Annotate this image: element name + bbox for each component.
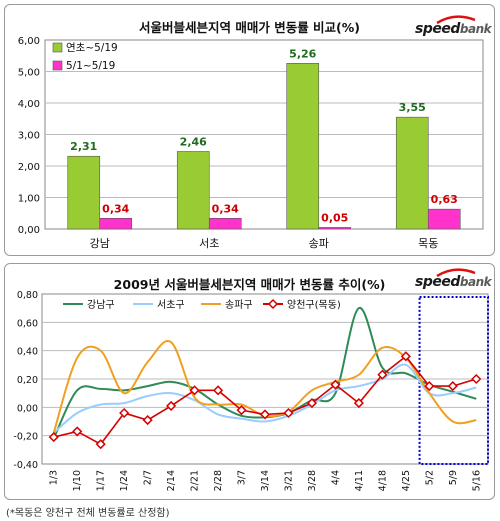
x-tick-label: 4/25 <box>401 470 412 491</box>
data-label: 2,31 <box>70 140 97 153</box>
data-point-marker <box>189 385 200 396</box>
legend-label: 5/1~5/19 <box>66 60 115 72</box>
y-tick-label: 4,00 <box>18 99 40 110</box>
data-point-marker <box>259 409 271 420</box>
speedbank-logo-2: speedbank <box>415 268 492 290</box>
line-chart-panel: 2009년 서울버블세븐지역 매매가 변동률 추이(%) speedbank -… <box>4 263 495 500</box>
y-tick-label: 2,00 <box>18 162 40 173</box>
data-point-marker <box>283 407 294 419</box>
data-label: 0,05 <box>321 211 348 224</box>
y-tick-label: 3,00 <box>18 131 40 142</box>
data-point-marker <box>447 381 458 392</box>
bar-ytd <box>67 155 101 230</box>
logo-text-bank: bank <box>459 22 492 36</box>
x-tick-label: 2/7 <box>143 470 154 485</box>
x-tick-label: 3/7 <box>237 470 248 485</box>
y-tick-label: 0,60 <box>17 318 38 329</box>
bar-chart-title: 서울버블세븐지역 매매가 변동률 비교(%) <box>138 20 360 35</box>
data-point-marker <box>166 400 177 411</box>
data-label: 3,55 <box>399 101 426 114</box>
x-tick-label: 3/21 <box>283 470 294 491</box>
logo-swoosh-icon <box>436 15 476 24</box>
data-label: 5,26 <box>289 47 316 60</box>
x-tick-label: 4/11 <box>354 470 365 491</box>
x-tick-label: 3/28 <box>307 470 318 491</box>
x-tick-label: 송파 <box>309 237 329 250</box>
legend-swatch <box>52 42 63 53</box>
data-point-marker <box>353 398 364 409</box>
data-point-marker <box>236 405 247 416</box>
footnote: (*목동은 양천구 전체 변동률로 산정함) <box>6 508 170 519</box>
logo-text-bank: bank <box>459 275 492 289</box>
bar-may <box>99 217 133 230</box>
x-tick-label: 3/14 <box>260 470 271 491</box>
y-tick-label: 0,00 <box>18 225 40 236</box>
y-tick-label: 5,00 <box>18 68 40 79</box>
data-label: 0,34 <box>212 202 239 215</box>
data-point-marker <box>95 439 106 450</box>
x-tick-label: 5/2 <box>424 470 435 485</box>
x-tick-label: 2/21 <box>190 470 201 491</box>
x-tick-label: 1/10 <box>72 470 83 491</box>
data-point-marker <box>400 351 411 362</box>
legend-label: 강남구 <box>87 299 115 311</box>
x-tick-label: 강남 <box>90 237 110 250</box>
logo-swoosh-icon <box>436 268 476 277</box>
bar-chart-panel: 서울버블세븐지역 매매가 변동률 비교(%) speedbank 0,00 1,0… <box>4 4 495 256</box>
data-point-marker <box>212 385 224 396</box>
y-tick-label: 1,00 <box>18 194 40 205</box>
highlight-box <box>418 296 489 465</box>
x-tick-label: 1/3 <box>49 470 60 485</box>
legend-label: 연초~5/19 <box>66 42 118 54</box>
data-point-marker <box>119 407 130 419</box>
x-tick-label: 서초 <box>199 237 219 250</box>
line-chart-title: 2009년 서울버블세븐지역 매매가 변동률 추이(%) <box>113 277 386 292</box>
line-chart: -0,40 -0,20 0,00 0,20 0,40 0,60 0,80 1/3 1/10 1/1… <box>13 290 489 491</box>
bar-ytd <box>176 151 210 230</box>
x-tick-label: 1/24 <box>119 470 130 491</box>
data-label: 0,34 <box>102 202 129 215</box>
y-tick-label: 0,00 <box>17 403 38 414</box>
data-point-marker <box>142 415 153 426</box>
y-tick-label: -0,20 <box>13 432 38 443</box>
legend-label: 양천구(목동) <box>287 299 341 311</box>
data-point-marker <box>330 379 341 390</box>
y-tick-label: 6,00 <box>18 36 40 47</box>
bar-may <box>318 227 352 230</box>
x-tick-label: 2/28 <box>213 470 224 491</box>
data-point-marker <box>306 398 318 409</box>
data-point-marker <box>471 373 482 385</box>
x-tick-label: 5/16 <box>471 470 482 491</box>
legend-label: 송파구 <box>225 299 253 311</box>
x-tick-label: 4/18 <box>377 470 388 491</box>
data-label: 2,46 <box>180 136 207 149</box>
x-tick-label: 2/14 <box>166 470 177 491</box>
logo-text-speed: speed <box>415 21 460 37</box>
logo-text-speed: speed <box>415 274 460 290</box>
bar-ytd <box>286 63 320 230</box>
series-line <box>53 363 477 434</box>
bar-ytd <box>395 116 429 230</box>
y-tick-label: 0,40 <box>17 347 38 358</box>
bar-may <box>208 217 242 230</box>
x-tick-label: 1/17 <box>96 470 107 491</box>
data-point-marker <box>424 381 435 392</box>
data-point-marker <box>72 426 83 437</box>
y-tick-label: -0,40 <box>13 460 38 471</box>
y-tick-label: 0,20 <box>17 375 38 386</box>
data-point-marker <box>48 432 59 443</box>
speedbank-logo: speedbank <box>415 15 492 37</box>
data-point-marker <box>377 369 388 380</box>
bar-may <box>427 208 461 230</box>
y-tick-label: 0,80 <box>17 290 38 301</box>
x-tick-label: 5/9 <box>448 470 459 485</box>
x-tick-label: 4/4 <box>330 470 341 485</box>
legend-label: 서초구 <box>157 299 185 311</box>
legend-marker <box>267 298 279 310</box>
data-label: 0,63 <box>431 193 458 206</box>
legend-swatch <box>52 60 63 71</box>
bar-chart: 0,00 1,00 2,00 3,00 4,00 5,00 6,00 강남 2,31 0,34 서초… <box>18 36 484 250</box>
x-tick-label: 목동 <box>418 237 438 250</box>
